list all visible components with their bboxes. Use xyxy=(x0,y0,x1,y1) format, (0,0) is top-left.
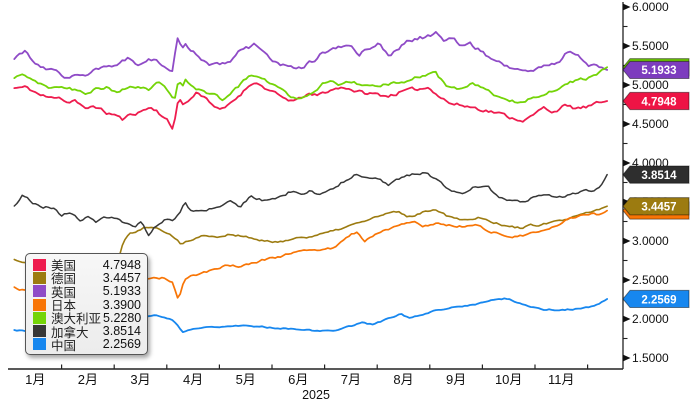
x-tick-label-month: 3月 xyxy=(130,372,150,387)
x-tick-label-month: 6月 xyxy=(288,372,308,387)
series-line-usa xyxy=(13,82,608,130)
y-tick-label: 6.0000 xyxy=(632,0,669,14)
legend-row-china: 中国 2.2569 xyxy=(33,337,141,353)
value-badge-label: 2.2569 xyxy=(641,294,676,306)
x-tick-label-month: 7月 xyxy=(341,372,361,387)
y-tick-label: 2.0000 xyxy=(632,312,669,326)
legend-color-chip-japan xyxy=(33,298,46,311)
legend-series-value: 5.1933 xyxy=(102,284,141,299)
value-badge-label: 4.7948 xyxy=(641,96,677,108)
y-tick-arrow-icon xyxy=(623,120,631,128)
series-line-uk xyxy=(13,30,608,79)
legend-row-usa: 美国 4.7948 xyxy=(33,257,141,274)
y-tick-arrow-icon xyxy=(623,354,631,362)
chart-legend[interactable]: 美国 4.7948 德国 3.4457 英国 5.1933 日本 3.3900 澳大利亚 5.22… xyxy=(25,253,148,356)
x-tick-label-month: 1月 xyxy=(25,372,45,387)
y-tick-label: 1.5000 xyxy=(632,351,669,365)
y-tick-label: 3.0000 xyxy=(632,234,669,248)
legend-color-chip-china xyxy=(33,338,46,351)
legend-color-chip-canada xyxy=(33,325,46,338)
value-badge-usa: 4.7948 xyxy=(622,91,690,111)
y-tick-arrow-icon xyxy=(623,315,631,323)
x-axis-year-label: 2025 xyxy=(302,388,330,402)
legend-series-value: 5.2280 xyxy=(103,310,142,325)
legend-series-value: 3.3900 xyxy=(102,297,141,312)
value-badge-label: 3.4457 xyxy=(641,202,676,214)
y-tick-label: 2.5000 xyxy=(632,273,669,287)
legend-row-canada: 加拿大 3.8514 xyxy=(33,324,141,340)
value-badge-canada: 3.8514 xyxy=(622,165,690,184)
y-tick-label: 4.5000 xyxy=(632,117,669,131)
legend-series-name: 英国 xyxy=(51,285,77,300)
legend-series-name: 德国 xyxy=(51,272,77,287)
y-tick-arrow-icon xyxy=(623,276,631,284)
x-tick-label-month: 4月 xyxy=(183,372,203,387)
x-tick-label-month: 9月 xyxy=(446,372,466,387)
legend-series-value: 2.2569 xyxy=(102,337,141,352)
y-tick-arrow-icon xyxy=(623,81,631,89)
legend-series-name: 加拿大 xyxy=(51,325,89,340)
y-tick-arrow-icon xyxy=(623,3,631,11)
legend-color-chip-uk xyxy=(33,285,46,298)
series-line-australia xyxy=(13,66,608,104)
y-tick-arrow-icon xyxy=(623,237,631,245)
x-tick-label-month: 5月 xyxy=(236,372,256,387)
legend-row-australia: 澳大利亚 5.2280 xyxy=(33,310,142,327)
legend-series-name: 澳大利亚 xyxy=(51,312,102,327)
value-badge-germany: 3.4457 xyxy=(622,197,690,216)
legend-series-name: 日本 xyxy=(51,299,77,314)
x-tick-label-month: 2月 xyxy=(78,372,98,387)
value-badge-label: 5.1933 xyxy=(641,65,676,77)
legend-row-uk: 英国 5.1933 xyxy=(33,284,141,300)
legend-series-value: 3.4457 xyxy=(102,270,141,285)
y-tick-arrow-icon xyxy=(623,42,631,50)
value-badge-uk: 5.1933 xyxy=(622,60,690,80)
legend-color-chip-australia xyxy=(33,311,46,324)
y-tick-arrow-icon xyxy=(623,159,631,167)
x-tick-label-month: 10月 xyxy=(495,372,522,387)
legend-color-chip-germany xyxy=(33,271,46,284)
value-badge-label: 3.8514 xyxy=(641,170,677,182)
y-tick-label: 5.5000 xyxy=(632,39,669,53)
y-tick-label: 5.0000 xyxy=(632,78,669,92)
legend-color-chip-usa xyxy=(33,258,46,271)
legend-row-japan: 日本 3.3900 xyxy=(33,297,141,314)
legend-series-value: 4.7948 xyxy=(102,257,141,272)
legend-row-germany: 德国 3.4457 xyxy=(33,270,141,287)
value-badge-china: 2.2569 xyxy=(622,289,690,309)
legend-series-name: 中国 xyxy=(51,338,77,353)
series-line-canada xyxy=(13,172,608,237)
x-tick-label-month: 11月 xyxy=(548,372,575,387)
legend-series-value: 3.8514 xyxy=(102,324,141,339)
legend-series-name: 美国 xyxy=(51,259,77,274)
x-tick-label-month: 8月 xyxy=(393,372,413,387)
